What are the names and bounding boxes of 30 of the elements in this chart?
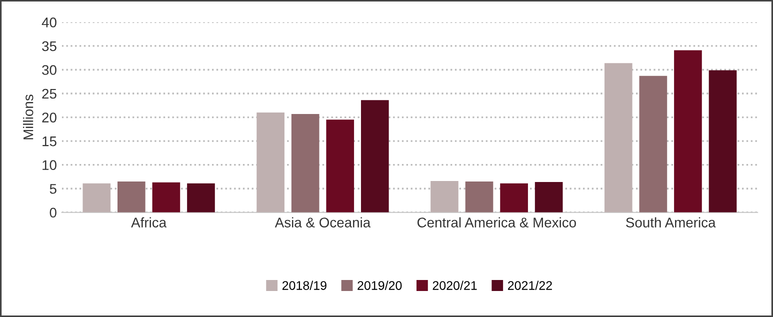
y-tick-label: 15	[42, 136, 56, 146]
bar	[465, 181, 494, 212]
x-tick-label: Central America & Mexico	[417, 217, 576, 228]
bar	[117, 181, 146, 212]
bar	[152, 182, 180, 212]
y-tick-label: 5	[50, 184, 56, 194]
x-tick-label: Asia & Oceania	[274, 217, 371, 228]
bar	[187, 183, 215, 212]
y-tick-label: 40	[42, 18, 56, 28]
y-tick-label: 35	[42, 41, 56, 52]
y-tick-label: 30	[42, 65, 56, 75]
bar	[674, 50, 702, 212]
y-tick-label: 10	[42, 160, 56, 170]
y-tick-label: 20	[42, 112, 56, 122]
legend-label: 2020/21	[432, 280, 477, 290]
bar	[534, 182, 563, 212]
bar	[291, 114, 320, 212]
legend-label: 2021/22	[508, 280, 552, 290]
bar	[708, 70, 737, 212]
legend-label: 2019/20	[358, 280, 402, 290]
x-tick-label: Africa	[131, 217, 167, 228]
y-tick-label: 25	[42, 88, 56, 99]
x-tick-label: South America	[626, 217, 716, 228]
bar	[639, 76, 668, 212]
y-tick-label: 0	[50, 208, 56, 218]
bar	[500, 183, 528, 212]
bar	[360, 100, 389, 212]
y-axis-title: Millions	[23, 94, 34, 140]
legend-label: 2018/19	[282, 280, 326, 290]
bar	[326, 120, 354, 212]
